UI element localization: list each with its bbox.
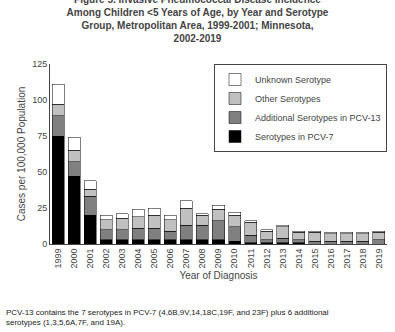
svg-text:2010: 2010 xyxy=(229,249,239,269)
svg-text:100: 100 xyxy=(32,95,47,105)
svg-text:0: 0 xyxy=(42,239,47,249)
svg-text:Serotypes in PCV-7: Serotypes in PCV-7 xyxy=(255,132,334,142)
svg-text:25: 25 xyxy=(37,203,47,213)
svg-text:Other Serotypes: Other Serotypes xyxy=(255,94,321,104)
svg-text:2016: 2016 xyxy=(326,249,336,269)
svg-text:Year of Diagnosis: Year of Diagnosis xyxy=(179,270,257,281)
svg-text:2008: 2008 xyxy=(197,249,207,269)
svg-text:2000: 2000 xyxy=(69,249,79,269)
svg-text:Unknown Serotype: Unknown Serotype xyxy=(255,75,331,85)
svg-text:2013: 2013 xyxy=(278,249,288,269)
svg-text:2005: 2005 xyxy=(149,249,159,269)
svg-text:2011: 2011 xyxy=(246,249,256,268)
svg-text:2003: 2003 xyxy=(117,249,127,269)
svg-text:2009: 2009 xyxy=(213,249,223,269)
svg-text:PCV-13 contains the 7 serotype: PCV-13 contains the 7 serotypes in PCV-7… xyxy=(6,308,329,327)
svg-text:2015: 2015 xyxy=(310,249,320,269)
svg-text:2004: 2004 xyxy=(133,249,143,269)
svg-text:2007: 2007 xyxy=(181,249,191,269)
svg-text:2014: 2014 xyxy=(294,249,304,269)
svg-text:Cases per 100,000 Population: Cases per 100,000 Population xyxy=(16,87,27,222)
svg-text:2012: 2012 xyxy=(262,249,272,269)
svg-text:75: 75 xyxy=(37,131,47,141)
svg-text:2018: 2018 xyxy=(358,249,368,269)
svg-text:1999: 1999 xyxy=(53,249,63,269)
svg-text:Figure 5. Invasive Pneumococca: Figure 5. Invasive Pneumococcal Disease … xyxy=(67,0,329,44)
svg-text:2019: 2019 xyxy=(374,249,384,269)
svg-text:2006: 2006 xyxy=(165,249,175,269)
svg-text:2017: 2017 xyxy=(342,249,352,269)
svg-text:125: 125 xyxy=(32,59,47,69)
svg-text:2002: 2002 xyxy=(101,249,111,269)
svg-text:Additional Serotypes in PCV-13: Additional Serotypes in PCV-13 xyxy=(255,113,381,123)
svg-text:2001: 2001 xyxy=(85,249,95,269)
svg-text:50: 50 xyxy=(37,167,47,177)
